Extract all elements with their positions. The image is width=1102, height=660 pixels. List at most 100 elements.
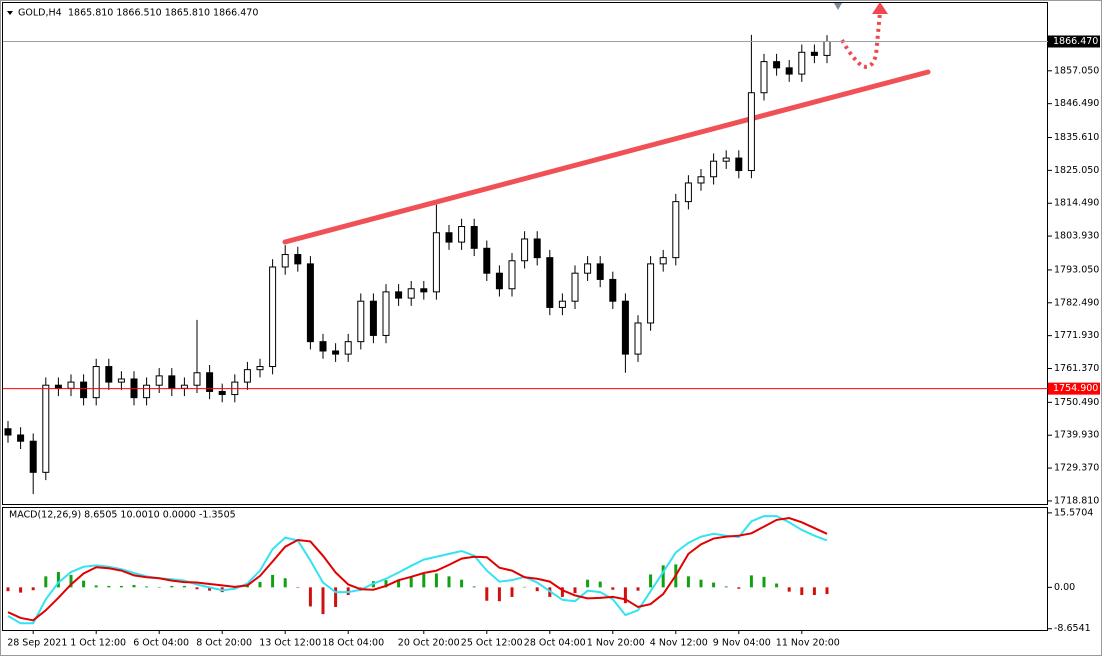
- histogram-bar: [699, 579, 703, 588]
- candle-body: [42, 384, 50, 473]
- histogram-bar: [397, 579, 401, 588]
- histogram-bar: [649, 574, 653, 588]
- histogram-bar: [762, 576, 766, 588]
- histogram-bar: [586, 579, 590, 588]
- histogram-bar: [31, 587, 35, 591]
- histogram-bar: [321, 587, 325, 615]
- histogram-bar: [258, 582, 262, 588]
- candle-body: [344, 341, 352, 355]
- y-tick-label: 0.00: [1054, 582, 1075, 593]
- candle-body: [168, 375, 176, 389]
- candle-body: [80, 381, 88, 399]
- candle-body: [810, 51, 818, 56]
- candle-body: [798, 51, 806, 75]
- histogram-bar: [787, 587, 791, 592]
- candle-body: [54, 384, 62, 389]
- y-tick-label: 1825.050: [1054, 165, 1099, 176]
- histogram-bar: [82, 580, 86, 588]
- candle-body: [495, 272, 503, 290]
- histogram-bar: [636, 587, 640, 591]
- histogram-bar: [308, 587, 312, 607]
- x-tick-label: 11 Nov 20:00: [776, 638, 840, 649]
- candle-body: [67, 381, 75, 389]
- candle-body: [281, 254, 289, 268]
- scroll-marker: [834, 3, 842, 10]
- histogram-bar: [485, 587, 489, 601]
- candle-body: [4, 428, 12, 436]
- y-tick-label: 1793.050: [1054, 264, 1099, 275]
- histogram-bar: [510, 587, 514, 597]
- histogram-bar: [182, 585, 186, 588]
- candle-body: [508, 260, 516, 290]
- price-panel: [2, 2, 1048, 505]
- candle-body: [357, 300, 365, 343]
- histogram-bar: [724, 586, 728, 588]
- histogram-bar: [737, 587, 741, 589]
- candle-body: [571, 272, 579, 302]
- candle-body: [558, 300, 566, 308]
- candle-body: [697, 176, 705, 184]
- forecast-arrowhead: [872, 2, 888, 14]
- candle-body: [319, 341, 327, 352]
- candle-body: [180, 384, 188, 389]
- histogram-bar: [686, 576, 690, 588]
- candle-body: [672, 201, 680, 259]
- x-tick-label: 13 Oct 12:00: [259, 638, 321, 649]
- histogram-bar: [497, 587, 501, 602]
- y-tick-label: 1814.490: [1054, 198, 1099, 209]
- y-tick-label: 1846.490: [1054, 98, 1099, 109]
- histogram-bar: [749, 575, 753, 588]
- candle-body: [647, 263, 655, 324]
- histogram-bar: [359, 587, 363, 588]
- y-tick-label: 1771.930: [1054, 330, 1099, 341]
- candle-body: [483, 247, 491, 274]
- candle-body: [256, 366, 264, 371]
- ohlc-label: 1865.810 1866.510 1865.810 1866.470: [68, 8, 258, 19]
- histogram-bar: [208, 587, 212, 591]
- candle-body: [470, 226, 478, 249]
- histogram-bar: [170, 585, 174, 588]
- candle-body: [621, 300, 629, 355]
- x-tick-label: 20 Oct 20:00: [398, 638, 460, 649]
- histogram-bar: [661, 565, 665, 588]
- x-tick-label: 4 Nov 12:00: [650, 638, 708, 649]
- main-line: [7, 515, 828, 625]
- x-tick-label: 8 Oct 20:00: [196, 638, 252, 649]
- histogram-bar: [132, 584, 136, 588]
- histogram-bar: [573, 587, 577, 594]
- trend-line: [282, 69, 931, 245]
- histogram-bar: [800, 587, 804, 595]
- histogram-bar: [19, 587, 23, 593]
- histogram-bar: [6, 587, 10, 592]
- x-tick-label: 1 Oct 12:00: [70, 638, 126, 649]
- symbol-menu-arrow: [7, 11, 13, 15]
- histogram-bar: [812, 587, 816, 595]
- y-tick-label: 1835.610: [1054, 132, 1099, 143]
- price-tag-label: 1754.900: [1053, 383, 1098, 394]
- candle-body: [395, 291, 403, 299]
- histogram-bar: [598, 581, 602, 588]
- candle-body: [432, 232, 440, 293]
- candle-body: [546, 257, 554, 308]
- candle-body: [382, 291, 390, 336]
- histogram-bar: [119, 585, 123, 588]
- histogram-bar: [283, 578, 287, 588]
- candle-body: [458, 226, 466, 243]
- histogram-bar: [195, 587, 199, 590]
- candle-body: [243, 369, 251, 383]
- candle-body: [420, 288, 428, 293]
- y-tick-label: 1750.490: [1054, 397, 1099, 408]
- x-tick-label: 9 Nov 04:00: [713, 638, 771, 649]
- histogram-bar: [535, 587, 539, 592]
- price-tag-label: 1866.470: [1053, 36, 1098, 47]
- histogram-bar: [775, 583, 779, 588]
- candle-body: [521, 238, 529, 262]
- candle-body: [92, 366, 100, 399]
- candle-body: [407, 288, 415, 299]
- candle-body: [684, 182, 692, 203]
- histogram-bar: [422, 573, 426, 588]
- histogram-bar: [447, 576, 451, 588]
- candle-body: [332, 350, 340, 355]
